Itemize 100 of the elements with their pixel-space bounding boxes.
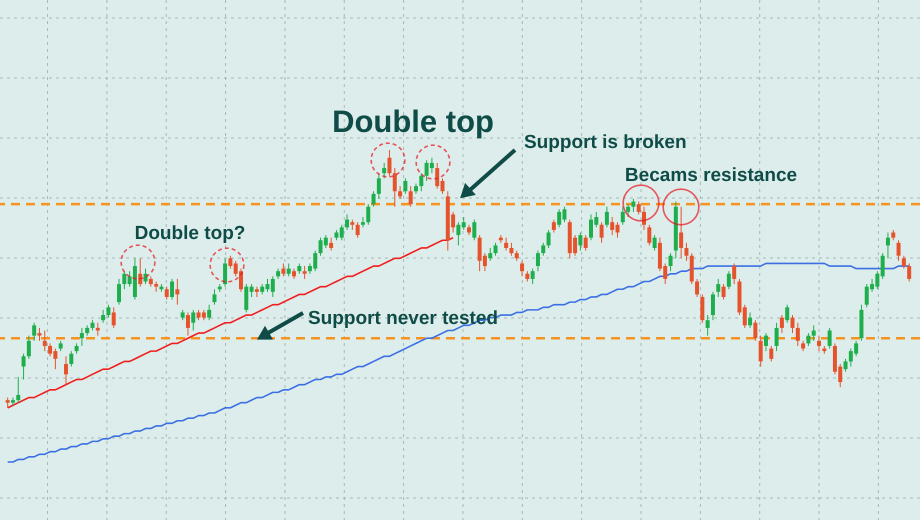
- candlestick: [494, 242, 498, 256]
- candlestick: [700, 294, 704, 324]
- candlestick: [541, 242, 546, 256]
- candlestick: [764, 332, 768, 352]
- candlestick: [753, 320, 758, 342]
- candlestick: [509, 242, 514, 256]
- candlestick: [647, 224, 652, 246]
- candlestick: [679, 206, 684, 259]
- candlestick: [710, 291, 715, 321]
- candlestick: [387, 150, 392, 176]
- candlestick: [684, 242, 688, 262]
- candlestick: [345, 214, 350, 230]
- candlestick: [726, 270, 731, 290]
- candlestick: [886, 232, 890, 259]
- candlestick: [419, 172, 424, 192]
- candlestick: [695, 278, 700, 298]
- candlestick: [812, 324, 816, 342]
- candlestick: [902, 255, 906, 270]
- candlestick: [32, 322, 36, 342]
- candlestick: [58, 340, 63, 352]
- candlestick: [604, 206, 609, 228]
- candlestick: [74, 342, 79, 354]
- candlestick: [631, 198, 636, 212]
- candlestick: [297, 262, 302, 274]
- candlestick: [85, 324, 90, 336]
- candlestick: [69, 350, 74, 368]
- candlestick: [16, 376, 20, 404]
- candlestick: [748, 312, 752, 328]
- candlestick: [42, 330, 47, 352]
- candlestick: [520, 260, 524, 277]
- candlestick: [80, 327, 84, 346]
- candlestick: [896, 240, 901, 262]
- candlestick: [180, 309, 185, 321]
- candlestick: [398, 186, 402, 200]
- candlestick: [96, 322, 100, 336]
- candlestick: [366, 204, 370, 226]
- candlestick: [716, 278, 720, 298]
- candlestick: [552, 219, 556, 234]
- candlestick: [117, 278, 122, 306]
- candlestick: [148, 276, 153, 288]
- candlestick: [382, 162, 386, 179]
- candlestick: [6, 397, 10, 408]
- candlestick: [806, 332, 810, 346]
- candlestick: [536, 250, 540, 272]
- candlestick: [207, 304, 212, 321]
- candlestick: [356, 222, 360, 238]
- candlestick: [90, 320, 94, 331]
- candlestick: [472, 219, 476, 241]
- candlestick: [22, 353, 26, 380]
- candlestick: [514, 250, 519, 262]
- candlestick: [732, 262, 736, 285]
- candlestick: [530, 268, 535, 285]
- candlestick: [106, 304, 110, 318]
- annotation: Becams resistance: [624, 165, 798, 186]
- candlestick: [600, 222, 604, 244]
- candlestick: [281, 262, 286, 277]
- candlestick: [652, 234, 657, 252]
- candlestick: [758, 335, 763, 368]
- candlestick: [774, 322, 779, 352]
- candlestick: [350, 219, 354, 230]
- candlestick: [668, 252, 673, 272]
- candlestick: [276, 268, 280, 280]
- annotation: Support never tested: [308, 308, 498, 329]
- candlestick: [796, 322, 800, 346]
- annotation: Double top?: [134, 223, 246, 244]
- candlestick: [525, 270, 530, 282]
- candlestick: [414, 183, 418, 194]
- candlestick: [467, 224, 472, 236]
- candlestick: [584, 234, 588, 252]
- candlestick: [790, 314, 794, 334]
- candlestick: [785, 304, 790, 324]
- candlestick: [186, 312, 190, 336]
- candlestick: [37, 327, 42, 342]
- candlestick: [578, 232, 582, 252]
- candlestick: [907, 262, 912, 282]
- candlestick: [769, 345, 774, 362]
- candlestick: [891, 229, 896, 241]
- candlestick: [64, 356, 68, 386]
- candlestick: [191, 309, 196, 331]
- candlestick: [112, 306, 116, 328]
- chart-title: Double top: [332, 104, 494, 139]
- candlestick: [408, 186, 413, 208]
- candlestick: [254, 286, 259, 298]
- candlestick: [546, 229, 551, 248]
- candlestick: [223, 258, 228, 288]
- candlestick: [26, 335, 31, 360]
- candlestick: [801, 340, 806, 352]
- candlestick: [403, 178, 408, 194]
- candlestick: [626, 204, 630, 218]
- candlestick: [372, 190, 376, 208]
- candlestick: [504, 237, 508, 252]
- candlestick: [164, 286, 169, 300]
- candlestick: [844, 358, 848, 372]
- candlestick: [170, 278, 174, 300]
- candlestick: [302, 266, 307, 280]
- candlestick: [780, 314, 784, 334]
- candlestick: [360, 216, 365, 228]
- candlestick: [175, 278, 180, 306]
- candlestick: [292, 268, 296, 280]
- candlestick: [817, 335, 822, 352]
